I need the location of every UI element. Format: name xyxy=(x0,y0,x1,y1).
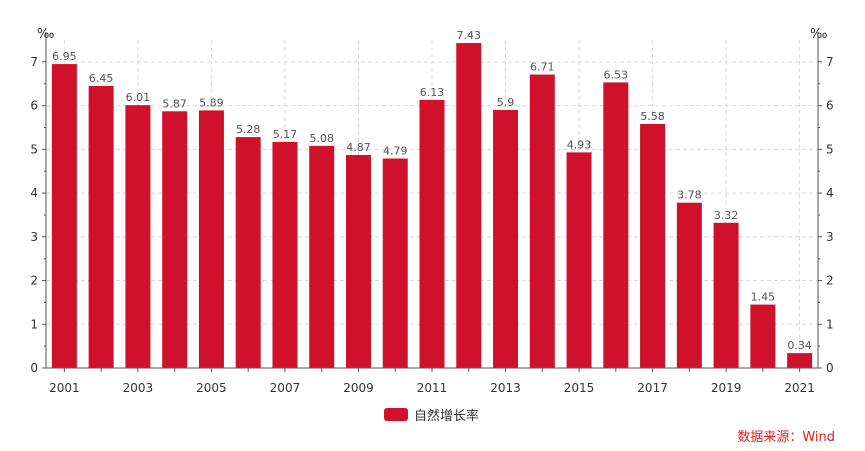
data-label-2012: 7.43 xyxy=(457,29,482,42)
data-label-2004: 5.87 xyxy=(162,97,187,110)
bar-2012[interactable] xyxy=(456,43,482,368)
data-label-2017: 5.58 xyxy=(640,110,665,123)
bar-2005[interactable] xyxy=(198,110,224,368)
bar-2007[interactable] xyxy=(272,141,298,368)
y-tick-label-right: 4 xyxy=(826,186,834,200)
bars xyxy=(51,43,813,369)
right-axis-unit-label: ‰ xyxy=(810,27,827,42)
y-tick-label-left: 4 xyxy=(30,186,38,200)
x-tick-label: 2013 xyxy=(490,381,521,395)
data-labels: 6.95 6.45 6.01 5.87 5.89 5.28 5.17 5.08 4.87 4.79… xyxy=(52,29,812,352)
data-label-2011: 6.13 xyxy=(420,86,445,99)
bar-2015[interactable] xyxy=(566,152,592,368)
data-label-2003: 6.01 xyxy=(126,91,151,104)
y-tick-label-left: 7 xyxy=(30,55,38,69)
data-label-2019: 3.32 xyxy=(714,209,739,222)
bar-2018[interactable] xyxy=(676,202,702,368)
x-tick-label: 2005 xyxy=(196,381,227,395)
bar-2021[interactable] xyxy=(787,353,813,368)
bar-2016[interactable] xyxy=(603,82,629,369)
source-note: 数据来源：Wind xyxy=(737,430,835,445)
y-tick-label-right: 0 xyxy=(826,361,834,375)
y-tick-label-right: 7 xyxy=(826,55,834,69)
y-tick-label-right: 5 xyxy=(826,142,834,156)
bar-2004[interactable] xyxy=(162,111,188,368)
y-tick-label-left: 5 xyxy=(30,142,38,156)
data-label-2009: 4.87 xyxy=(346,141,371,154)
bar-2006[interactable] xyxy=(235,137,261,368)
bar-2011[interactable] xyxy=(419,99,445,368)
legend-swatch xyxy=(384,408,408,421)
x-tick-label: 2017 xyxy=(637,381,668,395)
data-label-2002: 6.45 xyxy=(89,72,114,85)
axes: 0 0 1 1 2 2 3 3 4 4 5 5 6 6 7 7 2001 2003 2005 2007 2009 2011… xyxy=(30,32,834,395)
bar-2009[interactable] xyxy=(345,155,371,368)
x-tick-label: 2009 xyxy=(343,381,374,395)
data-label-2008: 5.08 xyxy=(309,132,334,145)
y-tick-label-left: 1 xyxy=(30,317,38,331)
data-label-2018: 3.78 xyxy=(677,189,702,202)
data-label-2021: 0.34 xyxy=(787,339,812,352)
y-tick-label-left: 6 xyxy=(30,99,38,113)
y-tick-label-right: 6 xyxy=(826,99,834,113)
data-label-2007: 5.17 xyxy=(273,128,298,141)
data-label-2005: 5.89 xyxy=(199,96,224,109)
bar-2019[interactable] xyxy=(713,222,739,368)
bar-2010[interactable] xyxy=(382,158,408,368)
y-tick-label-left: 2 xyxy=(30,274,38,288)
legend[interactable]: 自然增长率 xyxy=(384,405,479,424)
x-tick-label: 2011 xyxy=(417,381,448,395)
bar-2003[interactable] xyxy=(125,105,151,369)
data-label-2020: 1.45 xyxy=(751,291,776,304)
bar-2008[interactable] xyxy=(309,145,335,368)
bar-2014[interactable] xyxy=(529,74,555,369)
x-tick-label: 2021 xyxy=(784,381,815,395)
bar-2013[interactable] xyxy=(493,109,519,369)
left-axis-unit-label: ‰ xyxy=(37,27,54,42)
bar-2002[interactable] xyxy=(88,85,114,369)
y-tick-label-left: 0 xyxy=(30,361,38,375)
y-tick-label-right: 2 xyxy=(826,274,834,288)
data-label-2016: 6.53 xyxy=(604,68,629,81)
data-label-2010: 4.79 xyxy=(383,145,408,158)
legend-label: 自然增长率 xyxy=(414,409,480,424)
x-tick-label: 2007 xyxy=(270,381,301,395)
x-tick-label: 2019 xyxy=(711,381,742,395)
data-label-2014: 6.71 xyxy=(530,61,555,74)
y-tick-label-right: 3 xyxy=(826,230,834,244)
y-tick-label-left: 3 xyxy=(30,230,38,244)
data-label-2013: 5.9 xyxy=(497,96,515,109)
bar-2020[interactable] xyxy=(750,304,776,368)
data-label-2001: 6.95 xyxy=(52,50,77,63)
bar-2017[interactable] xyxy=(640,123,666,368)
bar-2001[interactable] xyxy=(51,64,77,368)
data-label-2015: 4.93 xyxy=(567,138,592,151)
data-label-2006: 5.28 xyxy=(236,123,261,136)
x-tick-label: 2001 xyxy=(49,381,80,395)
x-tick-label: 2015 xyxy=(564,381,595,395)
x-tick-label: 2003 xyxy=(123,381,154,395)
y-tick-label-right: 1 xyxy=(826,317,834,331)
